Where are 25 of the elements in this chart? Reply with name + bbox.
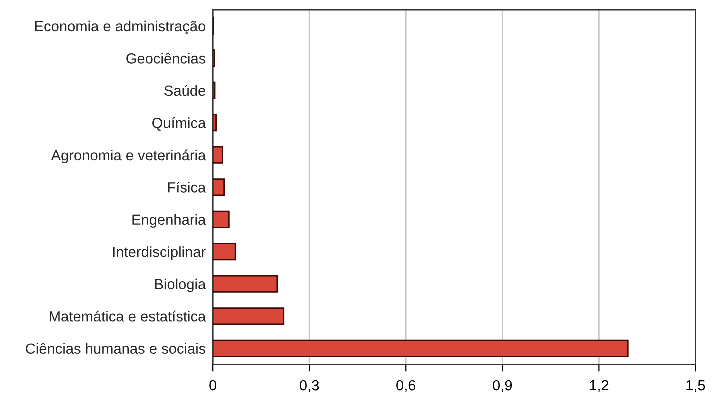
bar — [213, 178, 226, 196]
y-tick-label: Biologia — [155, 278, 206, 292]
bar — [213, 275, 278, 293]
x-tick-label: 0,9 — [493, 380, 512, 392]
y-tick-label: Matemática e estatística — [50, 310, 206, 322]
bar — [213, 210, 230, 228]
x-tick-label: 0 — [210, 380, 217, 391]
x-tick-label: 0,3 — [300, 380, 320, 392]
y-tick-label: Interdisciplinar — [113, 246, 206, 260]
bar — [213, 308, 285, 326]
x-tick-label: 0,6 — [396, 380, 416, 392]
x-tick-label: 1,2 — [590, 380, 609, 392]
y-tick-label: Geociências — [126, 53, 206, 64]
y-tick-label: Saúde — [164, 85, 206, 96]
y-tick-label: Engenharia — [132, 214, 206, 228]
y-tick-label: Física — [168, 182, 206, 193]
y-tick-label: Agronomia e veterinária — [51, 150, 206, 164]
x-tick-label: 1,5 — [686, 380, 706, 392]
bar — [213, 146, 224, 164]
y-tick-label: Economia e administração — [35, 20, 206, 35]
y-tick-label: Química — [152, 117, 206, 131]
y-tick-label: Ciências humanas e sociais — [26, 343, 206, 354]
bar — [213, 114, 217, 132]
bar — [213, 243, 236, 261]
bar — [213, 340, 629, 358]
